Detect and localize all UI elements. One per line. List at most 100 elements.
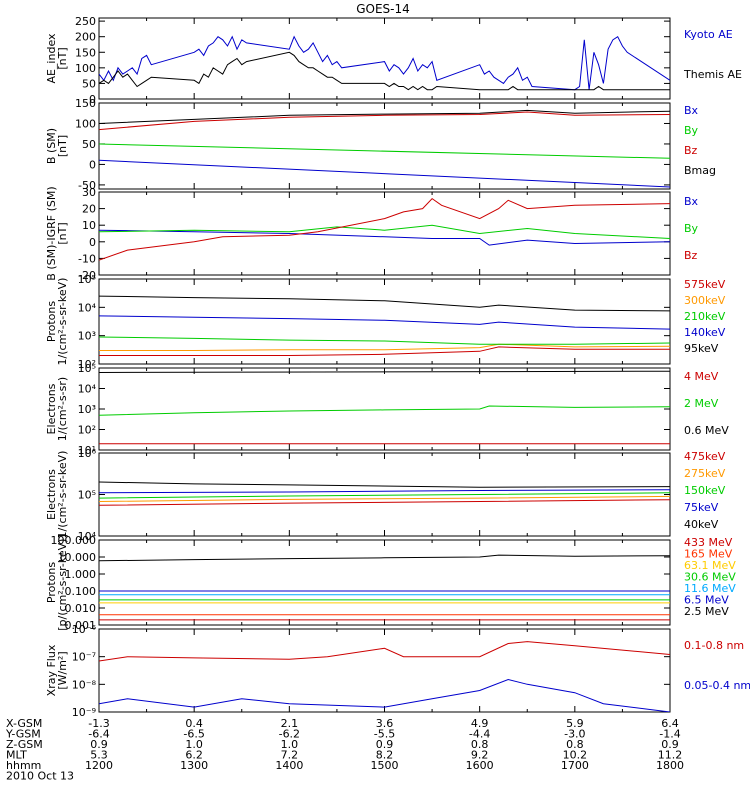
series-line-bmag xyxy=(99,109,670,124)
series-line-by xyxy=(99,143,670,159)
legend-entry: By xyxy=(684,124,699,137)
y-axis-label: [W/m²] xyxy=(56,651,69,689)
y-axis-label: Protons xyxy=(45,301,58,342)
series-line-150kev xyxy=(99,492,670,499)
legend-entry: 75keV xyxy=(684,501,719,514)
y-tick-label: 250 xyxy=(75,15,96,28)
time-axis-value: 0.8 xyxy=(566,738,584,751)
legend-entry: 4 MeV xyxy=(684,370,719,383)
time-axis-value: 1700 xyxy=(561,759,589,772)
y-tick-label: 10¹ xyxy=(78,444,96,457)
series-line-0-05-0-4-nm xyxy=(99,678,670,712)
y-tick-label: 10² xyxy=(78,358,96,371)
time-axis-value: -1.3 xyxy=(88,717,109,730)
legend-entry: 11.6 MeV xyxy=(684,582,736,595)
legend-entry: Kyoto AE xyxy=(684,28,733,41)
legend-entry: 95keV xyxy=(684,342,719,355)
time-axis-value: -3.0 xyxy=(564,728,585,741)
legend-entry: 0.05-0.4 nm xyxy=(684,679,750,692)
y-tick-label: 10⁻⁷ xyxy=(72,651,96,664)
y-tick-label: 10 xyxy=(82,219,96,232)
panel-frame xyxy=(98,17,671,100)
legend-entry: 2 MeV xyxy=(684,397,719,410)
series-line-275kev xyxy=(99,495,670,502)
series-line-2-mev xyxy=(99,405,670,416)
legend-entry: 433 MeV xyxy=(684,536,733,549)
time-axis-value: -6.5 xyxy=(183,728,204,741)
time-axis-row-label: Z-GSM xyxy=(6,738,43,751)
time-axis-value: 5.3 xyxy=(90,749,108,762)
legend-entry: 275keV xyxy=(684,467,726,480)
legend-entry: 150keV xyxy=(684,484,726,497)
time-axis-value: 1300 xyxy=(180,759,208,772)
y-axis-label: 1/(cm²-s-sr-keV) xyxy=(56,451,69,539)
legend-entry: 0.6 MeV xyxy=(684,424,729,437)
y-axis-label: Electrons xyxy=(45,383,58,434)
y-axis-label: B (SM)-IGRF (SM) xyxy=(45,186,58,280)
series-line-300kev xyxy=(99,343,670,351)
time-axis-value: 2.1 xyxy=(281,717,299,730)
panel-frame xyxy=(98,539,671,626)
time-axis-value: -4.4 xyxy=(469,728,490,741)
y-tick-label: 100.000 xyxy=(51,534,97,547)
y-tick-label: -20 xyxy=(78,269,96,282)
time-axis-value: -1.4 xyxy=(659,728,680,741)
legend-entry: Bz xyxy=(684,249,698,262)
legend-entry: 40keV xyxy=(684,518,719,531)
series-line-210kev xyxy=(99,336,670,345)
legend-entry: 475keV xyxy=(684,450,726,463)
legend-entry: Themis AE xyxy=(683,68,742,81)
time-axis-value: 5.9 xyxy=(566,717,584,730)
y-axis-label: [nT] xyxy=(56,47,69,69)
y-tick-label: 150 xyxy=(75,46,96,59)
time-axis-value: -5.5 xyxy=(374,728,395,741)
series-line-0-1-0-8-nm xyxy=(99,641,670,662)
y-axis-label: B (SM) xyxy=(45,128,58,164)
time-axis-row-label: X-GSM xyxy=(6,717,42,730)
series-line-2-5-mev xyxy=(99,554,670,562)
y-axis-label: Electrons xyxy=(45,469,58,520)
y-tick-label: -50 xyxy=(78,179,96,192)
time-axis-value: 1800 xyxy=(656,759,684,772)
panel-frame xyxy=(98,452,671,537)
time-axis-value: 9.2 xyxy=(471,749,489,762)
series-line-95kev xyxy=(99,295,670,312)
time-axis-value: 0.9 xyxy=(90,738,108,751)
series-line-bz xyxy=(99,111,670,131)
y-tick-label: 10³ xyxy=(78,403,96,416)
panel-frame xyxy=(98,278,671,365)
series-line-0-6-mev xyxy=(99,370,670,373)
time-axis-value: -6.2 xyxy=(279,728,300,741)
legend-entry: 300keV xyxy=(684,294,726,307)
time-axis-row-label: hhmm xyxy=(6,759,41,772)
legend-entry: Bz xyxy=(684,144,698,157)
legend-entry: 30.6 MeV xyxy=(684,571,736,584)
y-tick-label: 10.000 xyxy=(58,551,97,564)
legend-entry: 140keV xyxy=(684,326,726,339)
y-tick-label: 10² xyxy=(78,424,96,437)
legend-entry: Bx xyxy=(684,195,699,208)
time-axis-value: 1400 xyxy=(275,759,303,772)
y-axis-label: Xray Flux xyxy=(45,644,58,696)
y-tick-label: 10⁻⁶ xyxy=(72,623,97,636)
panel-frame xyxy=(98,628,671,713)
y-tick-label: 20 xyxy=(82,203,96,216)
time-axis-value: 6.4 xyxy=(661,717,679,730)
legend-entry: Bx xyxy=(684,104,699,117)
time-axis-value: 0.9 xyxy=(661,738,679,751)
legend-entry: 210keV xyxy=(684,310,726,323)
y-tick-label: 10⁴ xyxy=(78,383,97,396)
time-axis-value: 3.6 xyxy=(376,717,394,730)
y-tick-label: 10⁴ xyxy=(78,301,97,314)
y-tick-label: 0.010 xyxy=(65,602,97,615)
y-tick-label: 100 xyxy=(75,62,96,75)
panel-ae: 0 50 100 150 200 250 AE_index[nT] Kyoto AE Themi… xyxy=(45,15,742,106)
time-axis-value: 7.2 xyxy=(281,749,299,762)
time-axis-value: -6.4 xyxy=(88,728,109,741)
series-line-by xyxy=(99,224,670,239)
y-tick-label: -10 xyxy=(78,252,96,265)
